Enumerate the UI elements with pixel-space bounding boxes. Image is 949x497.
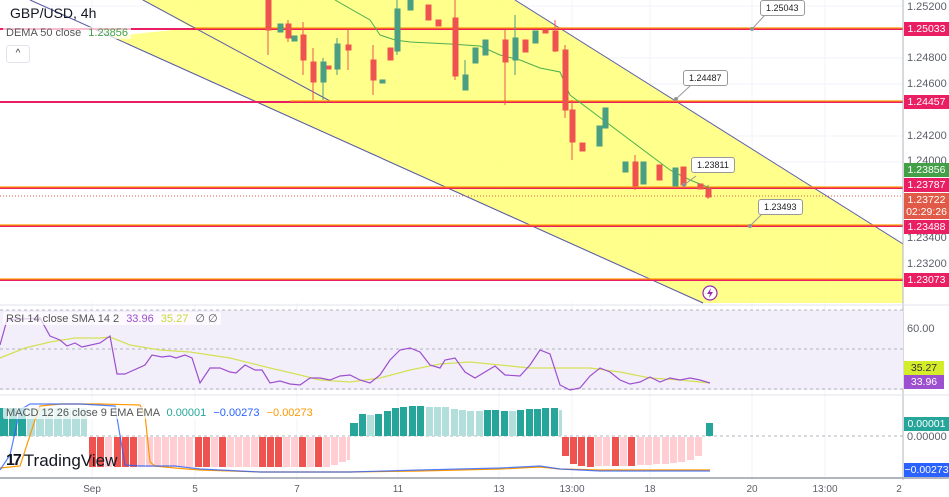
macd-signal-line bbox=[0, 403, 710, 473]
price-callout[interactable]: 1.23493 bbox=[758, 199, 803, 215]
time-tick: 13:00 bbox=[559, 484, 585, 495]
macd-hist-tag: 0.00001 bbox=[904, 417, 949, 431]
macd-histogram bbox=[0, 406, 713, 467]
tradingview-logo[interactable]: 17 TradingView bbox=[6, 451, 118, 470]
rsi-legend[interactable]: RSI 14 close SMA 14 2 33.96 35.27 ∅ ∅ bbox=[3, 312, 221, 325]
time-tick: 2 bbox=[896, 484, 902, 495]
time-tick: 11 bbox=[392, 484, 404, 495]
price-tag-level: 1.24457 bbox=[904, 95, 949, 109]
price-callout[interactable]: 1.23811 bbox=[691, 157, 735, 173]
rsi-line bbox=[0, 317, 711, 391]
price-callout[interactable]: 1.25043 bbox=[760, 0, 805, 16]
rsi-sma-value: 35.27 bbox=[160, 313, 189, 325]
rsi-tick: 60.00 bbox=[907, 323, 935, 335]
time-tick: 18 bbox=[644, 484, 656, 495]
symbol-title: GBP/USD, 4h bbox=[10, 5, 97, 21]
macd-line bbox=[0, 403, 710, 473]
price-tick: 1.24200 bbox=[907, 130, 947, 142]
price-tick: 1.23200 bbox=[907, 258, 947, 270]
time-tick: 13:00 bbox=[812, 484, 838, 495]
collapse-legend-button[interactable]: ^ bbox=[6, 45, 30, 63]
dema-label: DEMA 50 close bbox=[6, 27, 82, 39]
price-tag-last: 1.23722 bbox=[904, 193, 949, 207]
price-tag-level: 1.23787 bbox=[904, 178, 949, 192]
macd-hist-value: 0.00001 bbox=[166, 407, 207, 419]
macd-legend[interactable]: MACD 12 26 close 9 EMA EMA 0.00001 −0.00… bbox=[3, 407, 316, 419]
price-tag-dema: 1.23856 bbox=[904, 163, 949, 177]
tradingview-icon: 17 bbox=[6, 452, 22, 469]
dema-legend[interactable]: DEMA 50 close 1.23856 bbox=[3, 27, 132, 39]
time-tick: 20 bbox=[746, 484, 758, 495]
price-callout[interactable]: 1.24487 bbox=[683, 70, 728, 86]
rsi-sma-line bbox=[0, 336, 711, 384]
dema-value: 1.23856 bbox=[88, 27, 129, 39]
price-tag-level: 1.23073 bbox=[904, 273, 949, 287]
price-tick: 1.23400 bbox=[907, 232, 947, 244]
macd-label: MACD 12 26 close 9 EMA EMA bbox=[6, 407, 160, 419]
price-tag-level: 1.23488 bbox=[904, 220, 949, 234]
rsi-sma-tag: 35.27 bbox=[904, 361, 944, 375]
chevron-up-icon: ^ bbox=[15, 48, 21, 59]
rsi-label: RSI 14 close SMA 14 2 bbox=[6, 313, 120, 325]
price-tag-level: 1.25033 bbox=[904, 22, 949, 36]
macd-signal-value: −0.00273 bbox=[266, 407, 313, 419]
time-tick: 5 bbox=[192, 484, 198, 495]
macd-zero-tick: 0.00000 bbox=[907, 431, 947, 443]
countdown-tag: 02:29:26 bbox=[904, 205, 949, 219]
rsi-tag: 33.96 bbox=[904, 375, 944, 389]
time-tick: Sep bbox=[83, 484, 101, 495]
time-tick: 13 bbox=[493, 484, 505, 495]
channel-upper-line bbox=[514, 0, 904, 245]
time-tick: 7 bbox=[294, 484, 300, 495]
price-tick: 1.24800 bbox=[907, 52, 947, 64]
price-tick: 1.24600 bbox=[907, 78, 947, 90]
macd-value: −0.00273 bbox=[213, 407, 260, 419]
price-tick: 1.25200 bbox=[907, 1, 947, 13]
macd-tag: −0.00273 bbox=[904, 463, 949, 477]
candles bbox=[265, 0, 712, 199]
rsi-value: 33.96 bbox=[126, 313, 154, 325]
rsi-extra: ∅ ∅ bbox=[195, 313, 218, 325]
channel-fill bbox=[0, 0, 903, 303]
